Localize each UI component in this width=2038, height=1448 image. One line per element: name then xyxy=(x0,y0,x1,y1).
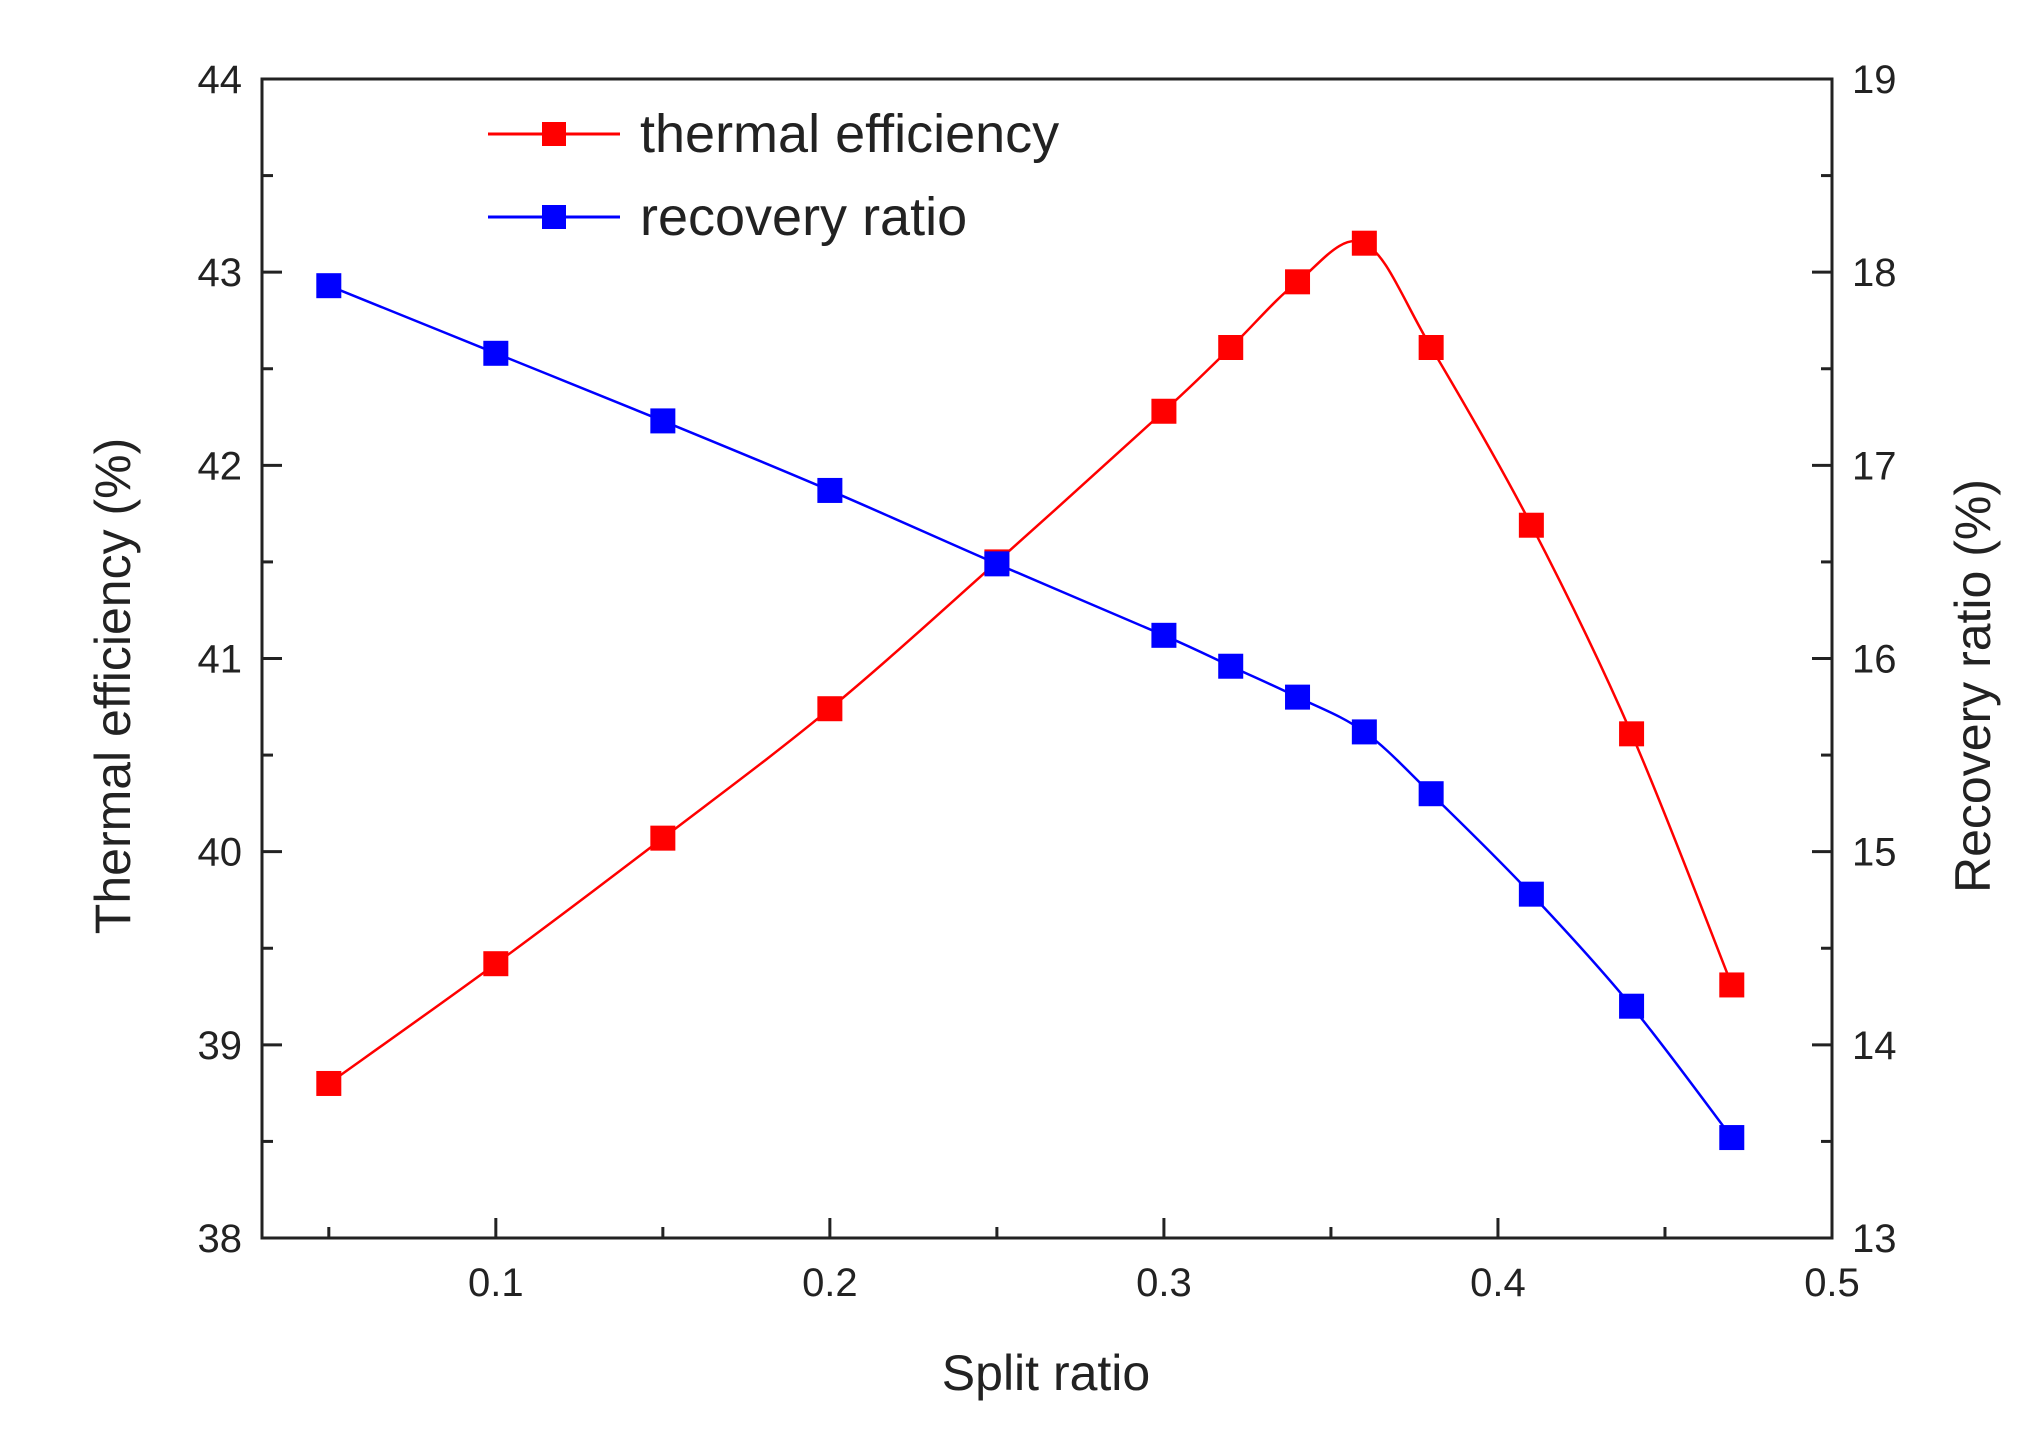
right-y-axis-ticks: 13 14 15 16 17 18 19 xyxy=(1812,58,1897,1261)
left-y-tick-label: 40 xyxy=(198,831,243,875)
right-y-tick-label: 14 xyxy=(1852,1024,1897,1068)
thermal-efficiency-point xyxy=(1619,721,1645,747)
thermal-efficiency-line xyxy=(328,239,1733,1085)
series-layer xyxy=(316,230,1745,1151)
right-y-tick-label: 19 xyxy=(1852,58,1897,102)
thermal-efficiency-point xyxy=(1719,972,1745,998)
recovery-ratio-point xyxy=(650,408,676,434)
x-axis-title: Split ratio xyxy=(942,1345,1150,1401)
left-y-tick-label: 42 xyxy=(198,444,243,488)
legend-marker-recovery-ratio xyxy=(542,205,566,229)
recovery-ratio-point xyxy=(1151,622,1177,648)
left-y-tick-label: 38 xyxy=(198,1217,243,1261)
recovery-ratio-line xyxy=(328,284,1733,1139)
x-tick-label: 0.5 xyxy=(1804,1261,1860,1305)
left-y-tick-label: 44 xyxy=(198,58,243,102)
x-tick-label: 0.3 xyxy=(1136,1261,1192,1305)
x-tick-label: 0.2 xyxy=(802,1261,858,1305)
right-y-tick-label: 16 xyxy=(1852,638,1897,682)
recovery-ratio-point xyxy=(316,273,342,299)
recovery-ratio-point xyxy=(1518,881,1544,907)
left-y-tick-label: 41 xyxy=(198,638,243,682)
recovery-ratio-point xyxy=(1719,1125,1745,1151)
right-y-axis-title: Recovery ratio (%) xyxy=(1945,479,2001,893)
recovery-ratio-point xyxy=(817,477,843,503)
thermal-efficiency-point xyxy=(1518,512,1544,538)
x-tick-label: 0.1 xyxy=(468,1261,524,1305)
thermal-efficiency-point xyxy=(650,825,676,851)
legend-marker-thermal-efficiency xyxy=(542,122,566,146)
left-y-axis-ticks: 38 39 40 41 42 43 44 xyxy=(198,58,282,1261)
thermal-efficiency-point xyxy=(483,951,509,977)
recovery-ratio-point xyxy=(984,551,1010,577)
recovery-ratio-point xyxy=(1285,684,1311,710)
right-y-tick-label: 18 xyxy=(1852,251,1897,295)
right-y-tick-label: 15 xyxy=(1852,831,1897,875)
legend-label-thermal-efficiency: thermal efficiency xyxy=(640,104,1059,164)
recovery-ratio-point xyxy=(483,340,509,366)
thermal-efficiency-point xyxy=(1151,398,1177,424)
thermal-efficiency-point xyxy=(1218,335,1244,361)
left-y-tick-label: 43 xyxy=(198,251,243,295)
left-y-tick-label: 39 xyxy=(198,1024,243,1068)
x-tick-label: 0.4 xyxy=(1470,1261,1526,1305)
right-y-tick-label: 17 xyxy=(1852,444,1897,488)
thermal-efficiency-point xyxy=(1285,269,1311,295)
recovery-ratio-point xyxy=(1351,719,1377,745)
thermal-efficiency-series xyxy=(316,230,1745,1096)
thermal-efficiency-point xyxy=(316,1070,342,1096)
right-y-tick-label: 13 xyxy=(1852,1217,1897,1261)
legend-label-recovery-ratio: recovery ratio xyxy=(640,187,967,247)
recovery-ratio-series xyxy=(316,273,1745,1151)
left-y-axis-title: Thermal efficiency (%) xyxy=(85,438,141,934)
thermal-efficiency-point xyxy=(1351,230,1377,256)
thermal-efficiency-point xyxy=(1418,335,1444,361)
recovery-ratio-point xyxy=(1619,993,1645,1019)
thermal-efficiency-point xyxy=(817,696,843,722)
recovery-ratio-point xyxy=(1218,653,1244,679)
x-axis-ticks: 0.1 0.2 0.3 0.4 0.5 xyxy=(327,1218,1860,1305)
legend: thermal efficiency recovery ratio xyxy=(488,104,1059,247)
recovery-ratio-point xyxy=(1418,781,1444,807)
